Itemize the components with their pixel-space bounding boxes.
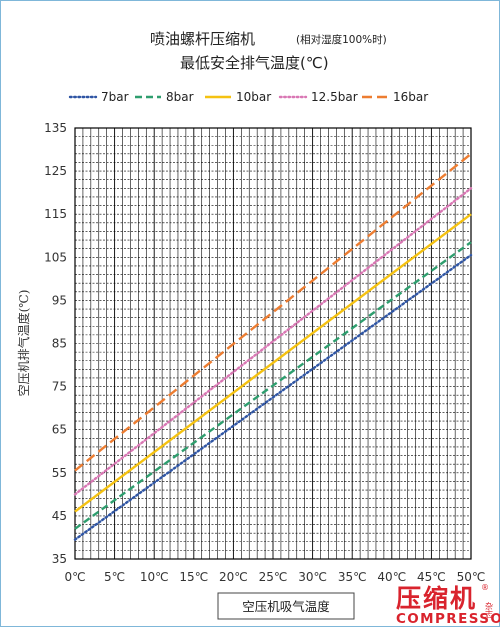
x-tick-label: 25℃	[259, 570, 288, 584]
brand-sub: COMPRESSOR	[396, 611, 500, 627]
chart-title-line2: 最低安全排气温度(℃)	[180, 54, 329, 72]
y-tick-label: 105	[44, 250, 67, 264]
x-tick-label: 10℃	[140, 570, 169, 584]
brand-registered: ®	[481, 583, 489, 592]
y-tick-label: 45	[52, 509, 67, 523]
legend-label: 8bar	[166, 90, 194, 104]
x-tick-label: 50℃	[457, 570, 486, 584]
x-tick-label: 45℃	[417, 570, 446, 584]
legend-label: 10bar	[236, 90, 271, 104]
x-axis-label-box	[217, 592, 355, 620]
brand-logo: 压缩机 COMPRESSOR 杂志 ®	[396, 583, 500, 627]
x-axis-label: 空压机吸气温度	[242, 599, 330, 614]
x-tick-label: 0℃	[64, 570, 85, 584]
series-lines	[73, 152, 473, 541]
y-tick-label: 125	[44, 164, 67, 178]
y-tick-label: 85	[52, 337, 67, 351]
y-tick-label: 75	[52, 380, 67, 394]
brand-main: 压缩机	[396, 584, 477, 613]
series-line-10bar	[74, 213, 472, 513]
x-tick-label: 20℃	[219, 570, 248, 584]
legend-label: 7bar	[101, 90, 129, 104]
x-tick-label: 5℃	[104, 570, 125, 584]
brand-side: 杂志	[485, 602, 494, 618]
y-tick-label: 115	[44, 207, 67, 221]
x-tick-label: 30℃	[298, 570, 327, 584]
series-line-8bar	[74, 241, 472, 530]
plot-area-border	[74, 127, 472, 560]
chart-title-note: (相对湿度100%时)	[296, 33, 387, 46]
x-tick-label: 15℃	[179, 570, 208, 584]
y-tick-label: 65	[52, 423, 67, 437]
y-axis-label: 空压机排气温度(℃)	[16, 290, 31, 397]
y-tick-labels: 35 45 55 65 75 85 95 105 115 125 135	[44, 121, 67, 566]
series-line-16bar	[74, 152, 472, 472]
chart-title-main: 喷油螺杆压缩机	[150, 30, 255, 48]
x-tick-label: 40℃	[377, 570, 406, 584]
x-tick-labels: 0℃ 5℃ 10℃ 15℃ 20℃ 25℃ 30℃ 35℃ 40℃ 45℃ 50℃	[64, 570, 485, 584]
y-tick-label: 95	[52, 293, 67, 307]
legend: 7bar 8bar 10bar 12.5bar 16bar	[68, 90, 428, 104]
series-line-12-5bar	[73, 187, 473, 496]
x-tick-label: 35℃	[338, 570, 367, 584]
legend-label: 16bar	[393, 90, 428, 104]
y-tick-label: 35	[52, 552, 67, 566]
y-tick-label: 135	[44, 121, 67, 135]
y-tick-label: 55	[52, 466, 67, 480]
series-line-7bar	[73, 253, 473, 541]
legend-label: 12.5bar	[311, 90, 358, 104]
grid	[75, 128, 471, 559]
